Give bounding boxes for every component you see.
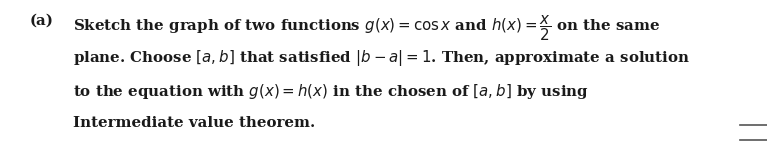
Text: plane. Choose $[a, b]$ that satisfied $|b - a|=1$. Then, approximate a solution: plane. Choose $[a, b]$ that satisfied $|… <box>73 48 690 68</box>
Text: (a): (a) <box>29 14 53 28</box>
Text: Intermediate value theorem.: Intermediate value theorem. <box>73 116 315 130</box>
Text: Sketch the graph of two functions $g(x) = \cos x$ and $h(x) = \dfrac{x}{2}$ on t: Sketch the graph of two functions $g(x) … <box>73 14 660 43</box>
Text: to the equation with $g(x) = h(x)$ in the chosen of $[a,b]$ by using: to the equation with $g(x) = h(x)$ in th… <box>73 82 588 101</box>
